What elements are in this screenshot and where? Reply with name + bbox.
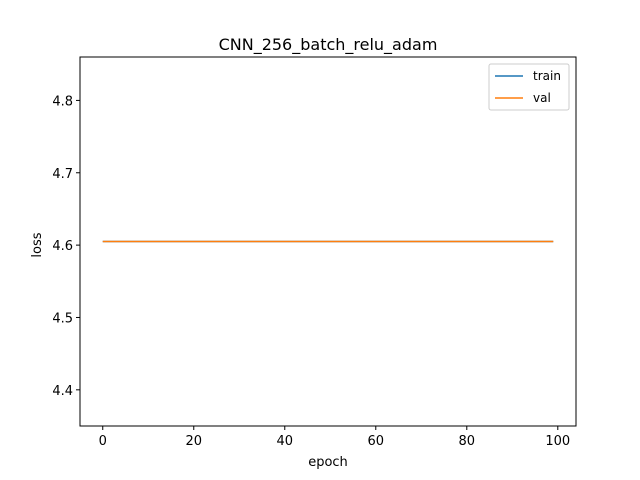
x-axis-label: epoch <box>308 455 348 470</box>
y-tick-label: 4.8 <box>52 94 73 109</box>
y-tick-label: 4.6 <box>52 239 73 254</box>
legend: train val <box>488 63 570 111</box>
x-tick-label: 0 <box>99 434 107 449</box>
y-tick-label: 4.5 <box>52 311 73 326</box>
axes-frame <box>79 56 577 427</box>
x-tick-label: 40 <box>276 434 293 449</box>
y-tick-label: 4.4 <box>52 384 73 399</box>
y-axis-label: loss <box>30 232 45 257</box>
chart-title: CNN_256_batch_relu_adam <box>219 35 438 55</box>
x-tick-label: 60 <box>368 434 385 449</box>
axes-layer: 0 20 40 60 80 100 4.4 4.5 4.6 4.7 4.8 <box>52 56 577 449</box>
legend-label-val: val <box>533 91 551 105</box>
legend-label-train: train <box>533 69 561 83</box>
x-tick-label: 80 <box>459 434 476 449</box>
x-tick-label: 20 <box>185 434 202 449</box>
y-tick-label: 4.7 <box>52 167 73 182</box>
x-tick-label: 100 <box>545 434 570 449</box>
